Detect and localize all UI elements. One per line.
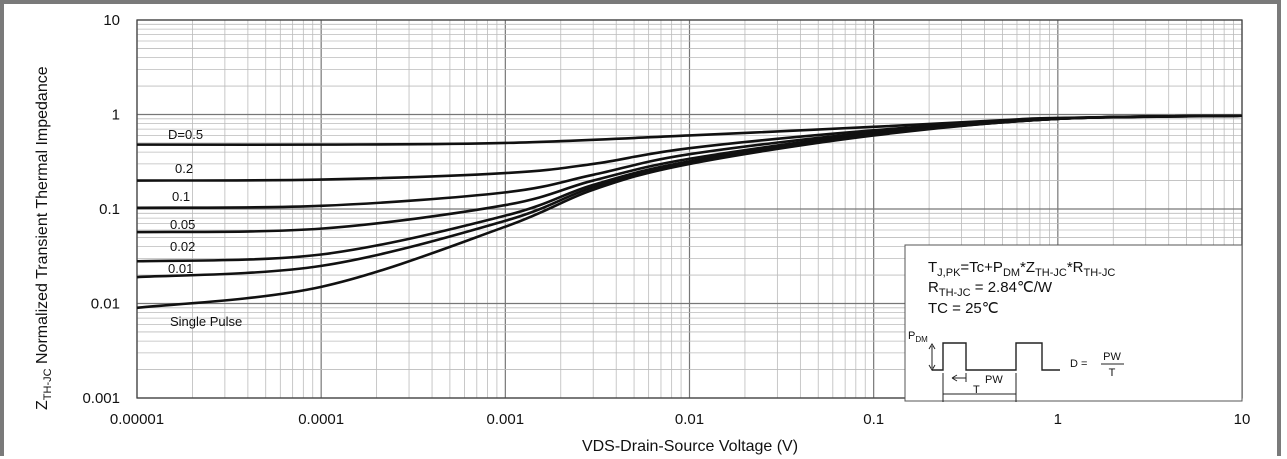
pulse-waveform [932, 342, 1060, 371]
x-tick-label: 0.01 [675, 411, 704, 428]
y-tick-label: 0.001 [82, 390, 120, 407]
series-label: 0.02 [170, 239, 195, 254]
x-tick-label: 1 [1054, 411, 1062, 428]
t-label: T [973, 384, 980, 396]
y-tick-label: 0.01 [91, 296, 120, 313]
annotation-line-2: RTH-JC = 2.84℃/W [928, 279, 1053, 299]
y-axis-title: ZTH-JC Normalized Transient Thermal Impe… [34, 66, 54, 410]
annotation-box: TJ,PK=Tc+PDM*ZTH-JC*RTH-JC RTH-JC = 2.84… [904, 244, 1243, 402]
duty-numerator: PW [1103, 351, 1121, 363]
series-label: 0.2 [175, 161, 193, 176]
x-tick-label: 0.1 [863, 411, 884, 428]
duty-formula: D = [1070, 358, 1087, 370]
tick-labels: 0.00001 0.0001 0.001 0.01 0.1 1 10 10 1 0.1 0.01 0.… [82, 12, 1250, 428]
x-tick-label: 0.00001 [110, 411, 164, 428]
series-label: Single Pulse [170, 314, 242, 329]
plot-border [136, 19, 1243, 399]
pdm-label: PDM [908, 330, 928, 344]
series-group [136, 114, 1243, 310]
pw-label: PW [985, 374, 1003, 386]
series-line [136, 114, 1243, 310]
series-label: 0.01 [168, 261, 193, 276]
pw-arrow [942, 373, 1017, 402]
x-tick-label: 0.001 [487, 411, 525, 428]
y-tick-label: 0.1 [99, 201, 120, 218]
x-axis-title: VDS-Drain-Source Voltage (V) [582, 438, 798, 455]
series-labels: D=0.5 0.2 0.1 0.05 0.02 0.01 Single Pulse [168, 127, 242, 329]
y-tick-label: 10 [103, 12, 120, 29]
annotation-line-1: TJ,PK=Tc+PDM*ZTH-JC*RTH-JC [928, 259, 1115, 279]
annotation-line-3: TC = 25℃ [928, 300, 999, 317]
x-tick-label: 10 [1234, 411, 1251, 428]
series-label: D=0.5 [168, 127, 203, 142]
y-tick-label: 1 [112, 107, 120, 124]
series-label: 0.05 [170, 217, 195, 232]
x-tick-label: 0.0001 [298, 411, 344, 428]
series-label: 0.1 [172, 189, 190, 204]
annotation-frame [904, 244, 1243, 402]
pdm-arrow [928, 343, 936, 371]
duty-denominator: T [1109, 367, 1116, 379]
